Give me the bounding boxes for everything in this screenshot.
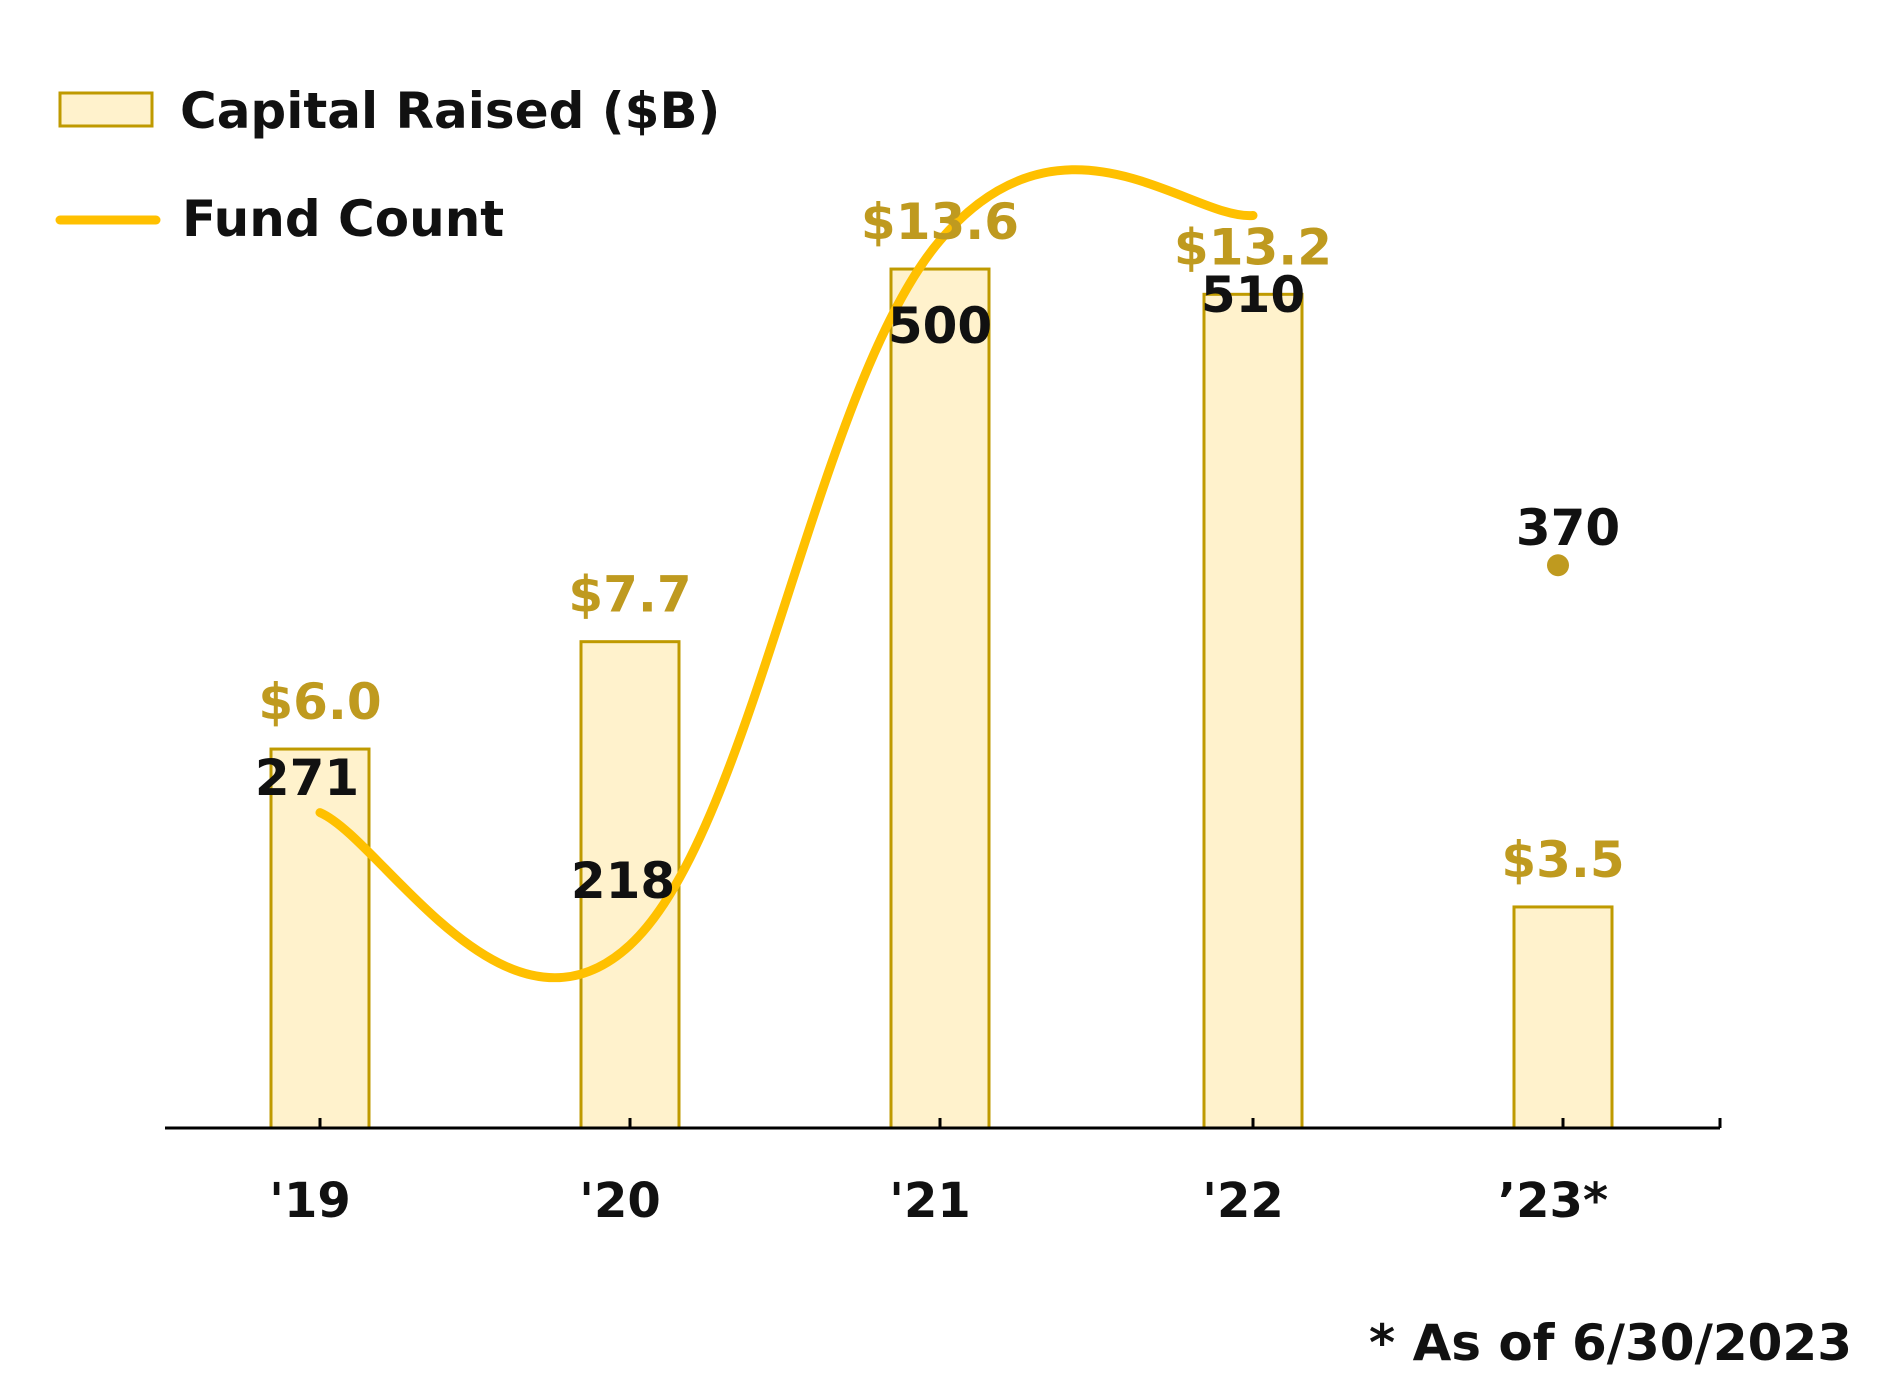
- legend-bar-swatch: [58, 91, 154, 128]
- fund-count-label-3: 510: [1201, 266, 1305, 324]
- fund-count-line: [315, 165, 1258, 983]
- bar-3: [1202, 292, 1304, 1130]
- x-axis: '19 '20 '21 '22 ’23*: [165, 1118, 1722, 1229]
- bar-value-label-0: $6.0: [258, 673, 381, 731]
- bar-value-label-2: $13.6: [861, 193, 1019, 251]
- x-tick-label-0: '19: [269, 1173, 351, 1229]
- fund-count-label-0: 271: [255, 749, 359, 807]
- fund-count-label-1: 218: [571, 852, 675, 910]
- bar-value-label-4: $3.5: [1501, 831, 1624, 889]
- fund-count-point-4: [1547, 554, 1569, 577]
- legend: Capital Raised ($B) Fund Count: [55, 82, 720, 248]
- bar-4: [1512, 905, 1614, 1130]
- x-tick-label-3: '22: [1202, 1173, 1284, 1229]
- x-tick-label-2: '21: [889, 1173, 971, 1229]
- bar-1: [579, 640, 681, 1130]
- bar-2: [889, 267, 991, 1130]
- fund-count-label-2: 500: [888, 297, 992, 355]
- legend-line-label: Fund Count: [182, 190, 504, 248]
- bar-value-label-3: $13.2: [1174, 218, 1332, 276]
- fund-count-label-4: 370: [1516, 499, 1620, 557]
- line-layer: [315, 165, 1569, 983]
- labels-layer: $6.0 $7.7 $13.6 $13.2 $3.5 271 218 500 510 370: [255, 193, 1625, 910]
- footnote: * As of 6/30/2023: [1369, 1314, 1852, 1372]
- bars-layer: [269, 267, 1614, 1130]
- x-tick-label-4: ’23*: [1498, 1173, 1608, 1229]
- legend-bar-label: Capital Raised ($B): [180, 82, 720, 140]
- bar-value-label-1: $7.7: [568, 566, 691, 624]
- x-tick-label-1: '20: [579, 1173, 661, 1229]
